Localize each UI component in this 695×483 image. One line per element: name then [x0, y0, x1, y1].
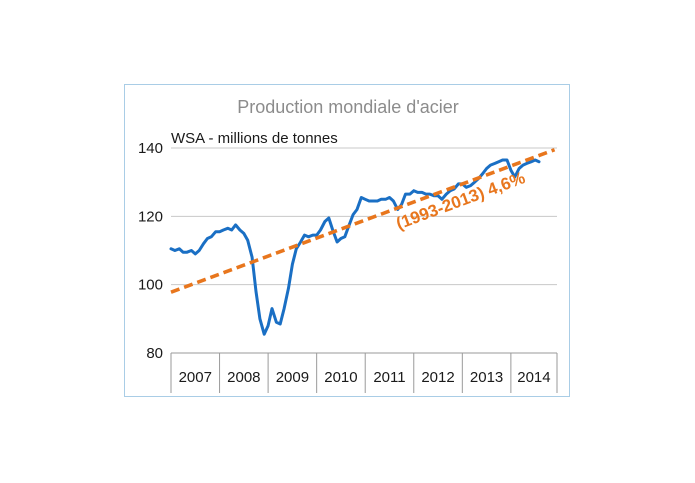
chart-title: Production mondiale d'acier	[237, 97, 459, 117]
y-axis-tick-labels: 80 100 120 140	[138, 140, 163, 362]
x-axis	[170, 352, 558, 393]
x-tick-label: 2010	[324, 369, 357, 386]
y-tick-label: 140	[138, 140, 163, 157]
trend-layer: (1993-2013) 4,6%	[170, 148, 556, 294]
x-tick-label: 2007	[179, 369, 212, 386]
x-axis-tick-labels: 2007 2008 2009 2010 2011 2012 2013 2014	[179, 369, 551, 386]
grid-lines	[171, 147, 557, 286]
x-tick-label: 2012	[421, 369, 454, 386]
chart-frame: Production mondiale d'acier WSA - millio…	[124, 84, 570, 397]
y-axis-unit-label: WSA - millions de tonnes	[171, 130, 338, 147]
x-tick-label: 2013	[470, 369, 503, 386]
y-tick-label: 120	[138, 208, 163, 225]
y-tick-label: 100	[138, 277, 163, 294]
trend-line	[170, 148, 556, 294]
x-tick-label: 2011	[373, 369, 405, 386]
x-tick-label: 2014	[517, 369, 550, 386]
x-tick-label: 2009	[276, 369, 309, 386]
y-tick-label: 80	[146, 345, 163, 362]
x-tick-label: 2008	[227, 369, 260, 386]
steel-production-chart: Production mondiale d'acier WSA - millio…	[138, 97, 558, 393]
